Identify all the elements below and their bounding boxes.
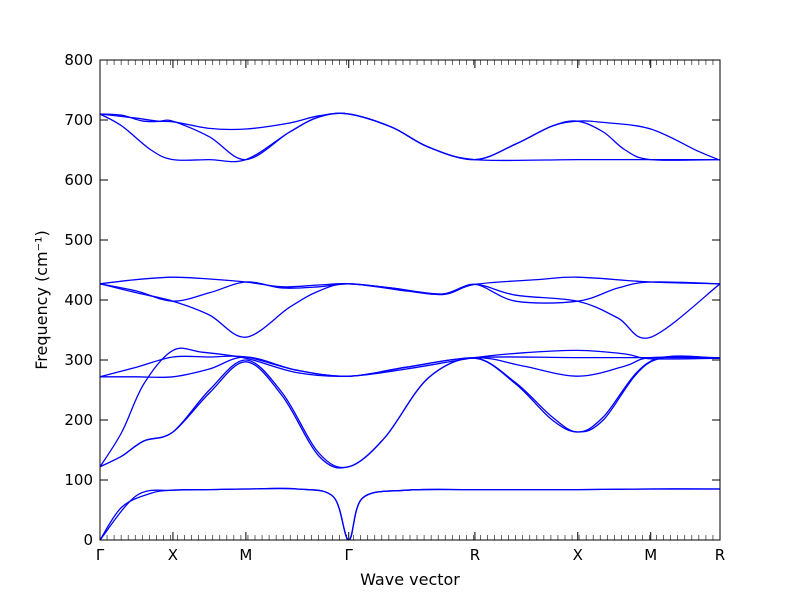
x-tick-label: Γ <box>345 546 354 564</box>
x-axis-label: Wave vector <box>360 570 460 589</box>
y-tick-label: 600 <box>64 171 93 189</box>
band-line-4 <box>99 355 721 469</box>
x-tick-label: X <box>168 546 178 564</box>
x-tick-label: Γ <box>96 546 105 564</box>
y-tick-label: 700 <box>64 111 93 129</box>
y-tick-label: 0 <box>83 531 93 549</box>
y-tick-label: 500 <box>64 231 93 249</box>
y-tick-label: 400 <box>64 291 93 309</box>
y-axis: 0 100 200 300 400 500 600 700 800 <box>64 51 720 549</box>
y-tick-label: 300 <box>64 351 93 369</box>
band-line-7 <box>99 355 721 378</box>
band-line-13 <box>99 112 721 161</box>
x-tick-label: M <box>239 546 252 564</box>
band-line-8 <box>99 283 721 339</box>
y-axis-label: Frequency (cm⁻¹) <box>32 230 51 369</box>
x-tick-label: R <box>470 546 480 564</box>
x-tick-label: R <box>715 546 725 564</box>
band-lines <box>99 112 721 541</box>
x-tick-label: M <box>644 546 657 564</box>
y-tick-label: 100 <box>64 471 93 489</box>
band-line-2 <box>99 487 721 541</box>
y-tick-label: 800 <box>64 51 93 69</box>
x-tick-label: X <box>573 546 583 564</box>
band-line-10 <box>99 276 721 295</box>
y-tick-label: 200 <box>64 411 93 429</box>
